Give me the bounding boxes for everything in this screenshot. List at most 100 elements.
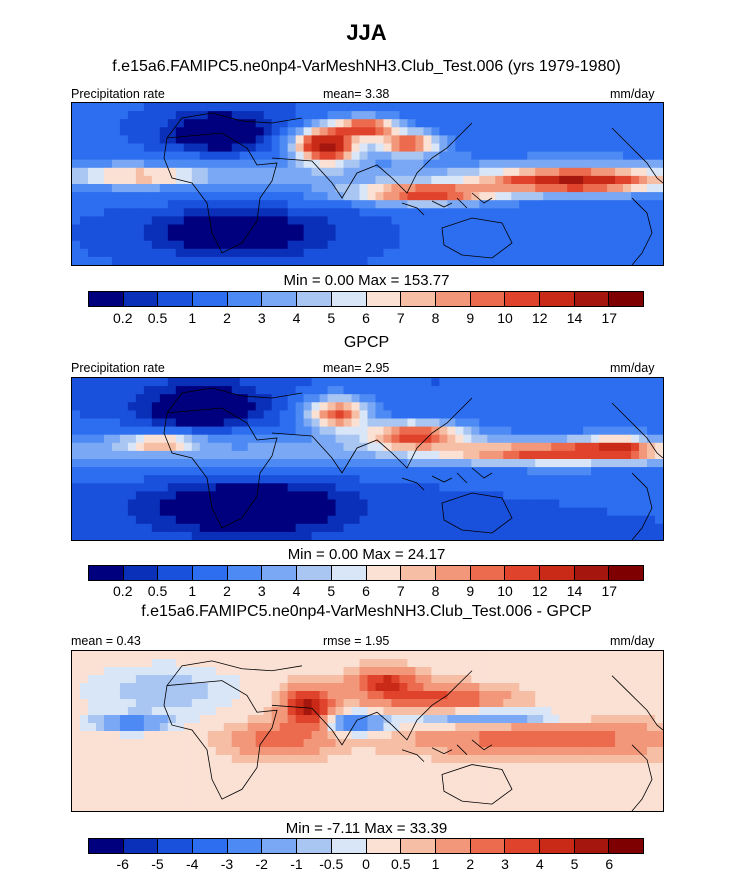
coastlines <box>163 660 663 811</box>
panel-2-tick-label: 12 <box>531 583 548 599</box>
panel-1-tick-label: 12 <box>531 310 548 326</box>
panel-2-tick-label: 17 <box>601 583 618 599</box>
panel-2-title: GPCP <box>343 334 390 351</box>
colorbar-swatch <box>574 566 610 580</box>
panel-3-field-cells <box>72 651 663 811</box>
panel-1-tick-label: 1 <box>188 310 197 326</box>
panel-3-tick-label: -6 <box>116 856 129 872</box>
colorbar-swatch <box>401 566 436 580</box>
panel-2-tick-label: 1 <box>188 583 197 599</box>
colorbar-swatch <box>435 292 471 306</box>
colorbar-swatch <box>470 566 506 580</box>
panel-2-tick-label: 0.2 <box>113 583 133 599</box>
colorbar-swatch <box>158 292 194 306</box>
panel-2-tick-label: 5 <box>327 583 336 599</box>
colorbar-swatch <box>609 566 643 580</box>
colorbar-swatch <box>539 839 575 853</box>
panel-2-tick-label: 2 <box>223 583 231 599</box>
colorbar-swatch <box>227 566 263 580</box>
panel-1-tick-label: 7 <box>396 310 405 326</box>
panel-3-tick-label: 1 <box>431 856 440 872</box>
coastlines <box>163 387 663 540</box>
panel-2-tick-label: 0.5 <box>147 583 168 599</box>
colorbar-swatch <box>505 839 540 853</box>
panel-2-minmax: Min = 0.00 Max = 24.17 <box>287 546 446 563</box>
colorbar-swatch <box>505 566 540 580</box>
panel-1-tick-label: 17 <box>601 310 618 326</box>
colorbar-swatch <box>193 292 228 306</box>
colorbar-swatch <box>158 566 194 580</box>
colorbar-swatch <box>193 566 228 580</box>
panel-1-minmax: Min = 0.00 Max = 153.77 <box>283 272 450 289</box>
colorbar-swatch <box>123 292 159 306</box>
panel-2-tick-label: 9 <box>466 583 475 599</box>
colorbar-swatch <box>227 839 263 853</box>
colorbar-swatch <box>470 292 506 306</box>
colorbar-swatch <box>435 839 471 853</box>
panel-1-center-label: mean= 3.38 <box>323 87 390 101</box>
panel-1-tick-label: 3 <box>257 310 266 326</box>
panel-1-colorbar-ticks: 0.2 0.5 1 2 3 4 5 6 7 8 9 10 12 14 17 <box>88 310 644 328</box>
panel-1-tick-label: 8 <box>431 310 440 326</box>
panel-2-center-label: mean= 2.95 <box>323 361 390 375</box>
colorbar-swatch <box>123 839 159 853</box>
panel-3-center-label: rmse = 1.95 <box>323 634 390 648</box>
panel-1-tick-label: 9 <box>466 310 475 326</box>
panel-3-tick-label: -3 <box>220 856 234 872</box>
colorbar-swatch <box>435 566 471 580</box>
colorbar-swatch <box>297 566 332 580</box>
panel-3-left-label: mean = 0.43 <box>71 634 141 648</box>
colorbar-swatch <box>262 839 298 853</box>
panel-3-tick-label: 6 <box>605 856 614 872</box>
panel-2-tick-label: 4 <box>292 583 301 599</box>
panel-1-colorbar <box>88 291 644 307</box>
colorbar-swatch <box>331 292 367 306</box>
panel-2-tick-label: 6 <box>362 583 370 599</box>
panel-3-minmax: Min = -7.11 Max = 33.39 <box>285 820 448 837</box>
colorbar-swatch <box>609 839 643 853</box>
panel-3-tick-label: 4 <box>535 856 544 872</box>
panel-2-tick-label: 14 <box>566 583 583 599</box>
colorbar-swatch <box>366 292 402 306</box>
panel-1-tick-label: 10 <box>497 310 513 326</box>
colorbar-swatch <box>366 566 402 580</box>
panel-1-tick-label: 6 <box>362 310 370 326</box>
panel-3-tick-label: -5 <box>151 856 164 872</box>
panel-3-tick-label: 5 <box>570 856 579 872</box>
panel-2-colorbar <box>88 565 644 581</box>
colorbar-swatch <box>366 839 402 853</box>
panel-3-tick-label: 0 <box>362 856 370 872</box>
panel-1-tick-label: 5 <box>327 310 336 326</box>
colorbar-swatch <box>89 292 124 306</box>
panel-1-tick-label: 0.2 <box>113 310 133 326</box>
panel-3-tick-label: -1 <box>290 856 303 872</box>
colorbar-swatch <box>89 839 124 853</box>
panel-1-map-heatmap <box>71 102 664 266</box>
panel-3-colorbar <box>88 838 644 854</box>
figure-title: JJA <box>346 20 387 45</box>
colorbar-swatch <box>297 839 332 853</box>
colorbar-swatch <box>401 839 436 853</box>
colorbar-swatch <box>331 839 367 853</box>
panel-2-right-label: mm/day <box>610 361 655 375</box>
panel-2-tick-label: 8 <box>431 583 440 599</box>
colorbar-swatch <box>297 292 332 306</box>
panel-3-tick-label: -2 <box>255 856 268 872</box>
panel-2-left-label: Precipitation rate <box>71 361 165 375</box>
panel-1-tick-label: 0.5 <box>147 310 168 326</box>
colorbar-swatch <box>227 292 263 306</box>
colorbar-swatch <box>262 566 298 580</box>
colorbar-swatch <box>505 292 540 306</box>
panel-3-tick-label: 0.5 <box>391 856 411 872</box>
colorbar-swatch <box>193 839 228 853</box>
panel-1-right-label: mm/day <box>610 87 655 101</box>
colorbar-swatch <box>262 292 298 306</box>
panel-1-field-cells <box>72 103 663 265</box>
colorbar-swatch <box>574 292 610 306</box>
panel-2-tick-label: 7 <box>396 583 405 599</box>
colorbar-swatch <box>539 566 575 580</box>
panel-3-right-label: mm/day <box>610 634 655 648</box>
panel-1-tick-label: 4 <box>292 310 301 326</box>
panel-3-tick-label: 2 <box>466 856 475 872</box>
panel-3-tick-label: -0.5 <box>319 856 344 872</box>
